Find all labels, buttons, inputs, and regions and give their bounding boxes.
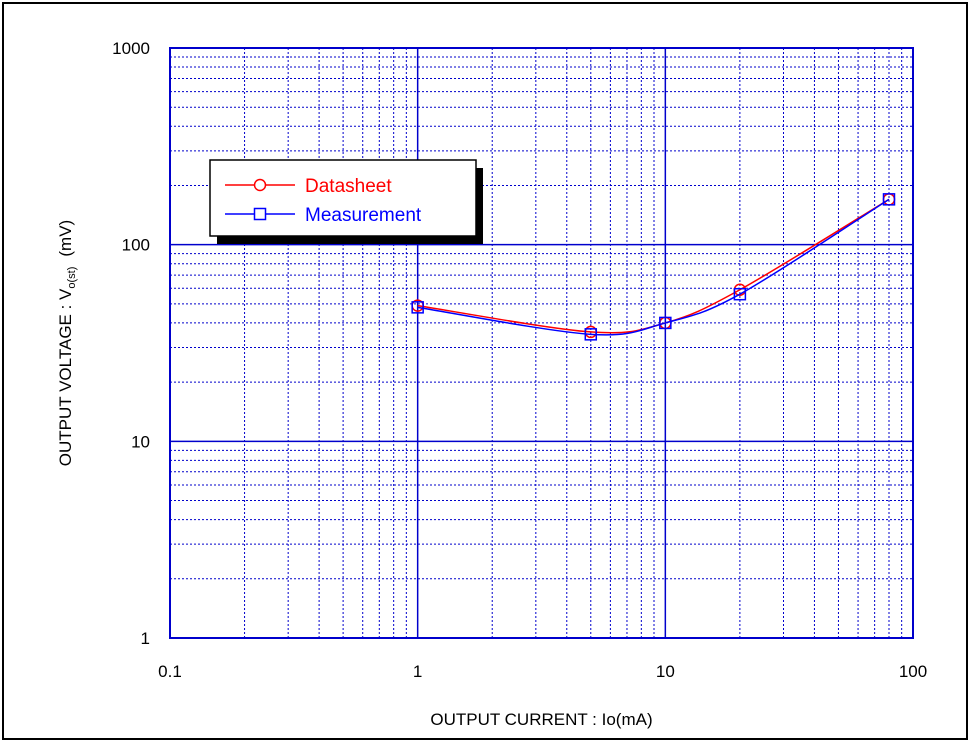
series-line-measurement [417,198,890,336]
series-line-datasheet [417,198,890,334]
legend-item-measurement: Measurement [225,205,422,226]
x-axis-label: OUTPUT CURRENT : Io(mA) [430,710,652,729]
plot-border [169,47,914,639]
y-tick-label: 100 [122,236,150,255]
legend-label-measurement: Measurement [305,205,422,226]
measurement-point [411,301,424,314]
series-datasheet [411,193,896,339]
minor-grid [170,48,913,638]
series-layer [411,193,896,341]
y-tick-label: 1 [141,629,150,648]
y-axis-label: OUTPUT VOLTAGE : Vo(st) (mV) [56,220,78,466]
y-tick-label: 1000 [112,39,150,58]
measurement-point [584,328,598,341]
x-tick-label: 10 [656,662,675,681]
x-tick-label: 0.1 [158,662,182,681]
major-grid [170,48,913,638]
x-tick-label: 1 [413,662,422,681]
measurement-point [733,287,747,301]
tick-labels: 0.1 1 10 100 1 10 100 1000 [112,39,927,681]
y-tick-label: 10 [131,432,150,451]
legend: Datasheet Measurement [209,159,483,244]
legend-label-datasheet: Datasheet [305,176,392,197]
measurement-point [882,193,896,206]
y-axis-label-unit: (mV) [56,220,75,257]
series-measurement [411,193,896,341]
legend-item-datasheet: Datasheet [225,176,392,197]
legend-box [209,159,477,237]
x-tick-label: 100 [899,662,927,681]
legend-marker-datasheet [253,178,267,192]
y-axis-label-sub: o(st) [66,267,78,289]
measurement-point [659,316,672,330]
y-axis-label-main: OUTPUT VOLTAGE : V [56,288,75,466]
legend-marker-measurement [253,207,267,221]
